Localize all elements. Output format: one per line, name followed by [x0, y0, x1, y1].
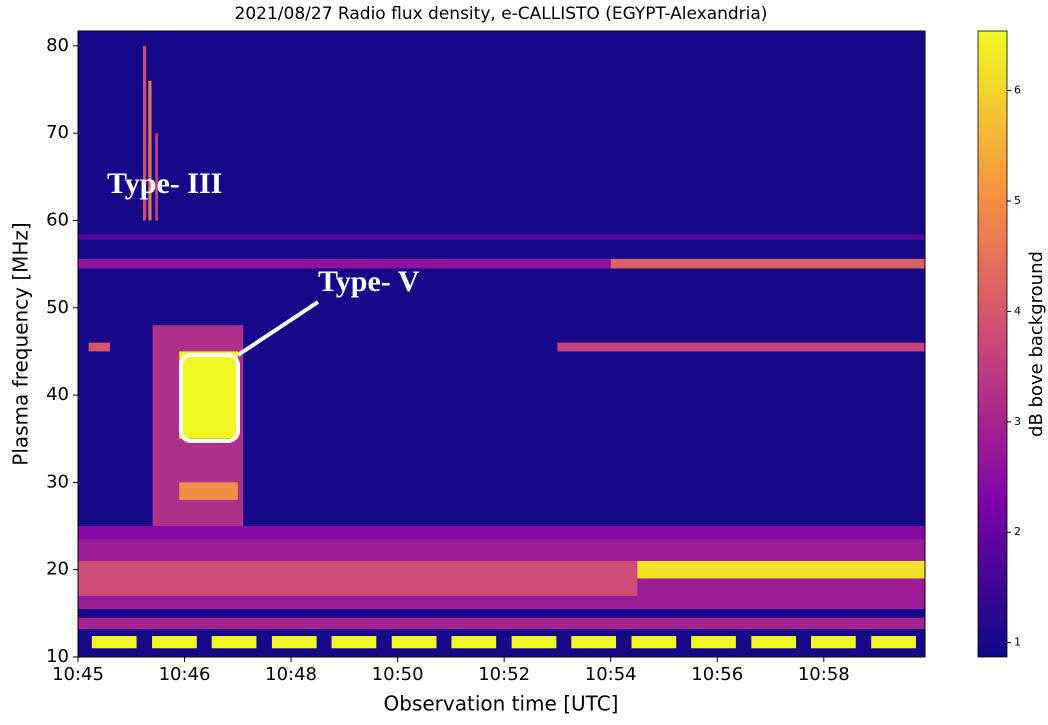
x-tick-label: 10:52 — [478, 664, 530, 685]
x-tick-label: 10:48 — [265, 664, 317, 685]
colorbar-tick-label: 5 — [1014, 194, 1021, 207]
emission-cell — [571, 636, 616, 648]
x-tick-label: 10:54 — [585, 664, 637, 685]
emission-cell — [78, 618, 925, 629]
emission-cell — [179, 351, 238, 438]
x-axis-label: Observation time [UTC] — [384, 692, 619, 716]
emission-cell — [871, 636, 916, 648]
colorbar-tick-label: 6 — [1014, 84, 1021, 97]
emission-cell — [751, 636, 796, 648]
emission-cell — [611, 259, 925, 269]
x-tick-label: 10:46 — [159, 664, 211, 685]
y-tick-label: 70 — [46, 122, 69, 143]
plot-area — [78, 31, 925, 657]
colorbar-tick-label: 1 — [1014, 636, 1021, 649]
emission-cell — [811, 636, 856, 648]
emission-cell — [637, 561, 925, 578]
y-tick-label: 30 — [46, 471, 69, 492]
emission-cell — [78, 526, 925, 539]
x-tick-label: 10:45 — [52, 664, 104, 685]
x-tick-label: 10:50 — [372, 664, 424, 685]
y-tick-label: 80 — [46, 35, 69, 56]
x-tick-label: 10:58 — [798, 664, 850, 685]
emission-cell — [89, 343, 110, 352]
chart: 2021/08/27 Radio flux density, e-CALLIST… — [0, 0, 1048, 721]
emission-cell — [392, 636, 437, 648]
emission-cell — [78, 234, 925, 239]
annotation: Type- III — [107, 167, 222, 200]
annotation: Type- V — [318, 265, 420, 298]
emission-cell — [92, 636, 137, 648]
colorbar-tick-label: 2 — [1014, 525, 1021, 538]
emission-cell — [451, 636, 496, 648]
emission-cell — [512, 636, 557, 648]
colorbar — [978, 31, 1007, 657]
chart-title: 2021/08/27 Radio flux density, e-CALLIST… — [235, 4, 768, 24]
emission-cell — [78, 561, 637, 596]
colorbar-tick-label: 4 — [1014, 304, 1021, 317]
y-tick-label: 20 — [46, 559, 69, 580]
emission-cell — [152, 636, 197, 648]
emission-cell — [272, 636, 317, 648]
colorbar-tick-label: 3 — [1014, 415, 1021, 428]
x-tick-label: 10:56 — [691, 664, 743, 685]
y-tick-label: 40 — [46, 384, 69, 405]
y-tick-label: 60 — [46, 209, 69, 230]
emission-cell — [631, 636, 676, 648]
emission-cell — [332, 636, 377, 648]
emission-cell — [212, 636, 257, 648]
emission-cell — [179, 482, 238, 499]
y-axis-label: Plasma frequency [MHz] — [9, 222, 33, 465]
emission-cell — [691, 636, 736, 648]
emission-cell — [557, 343, 925, 352]
y-tick-label: 10 — [46, 646, 69, 667]
colorbar-label: dB bove background — [1026, 251, 1047, 437]
y-tick-label: 50 — [46, 297, 69, 318]
